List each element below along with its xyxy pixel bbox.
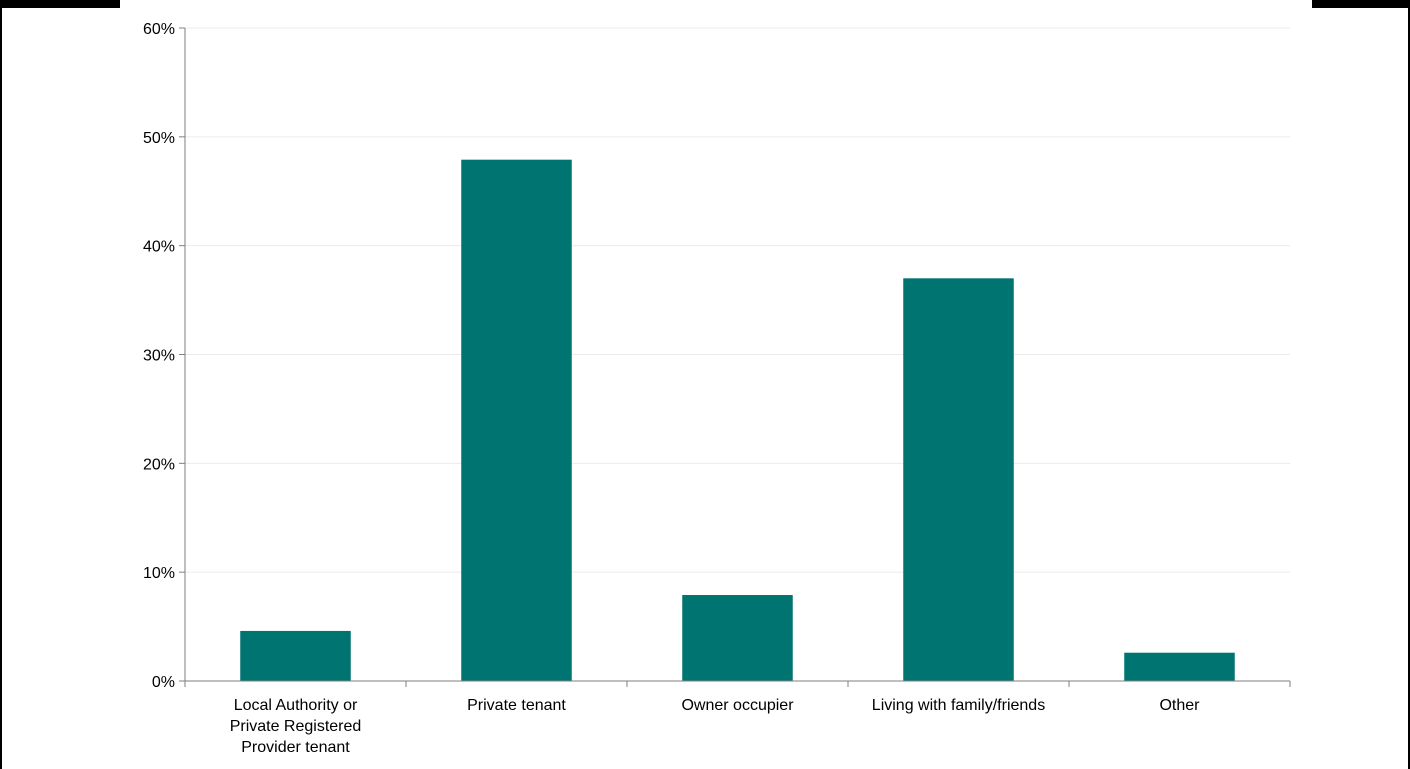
x-tick-label-line: Private Registered bbox=[230, 718, 362, 735]
right-border bbox=[1408, 0, 1410, 769]
top-border bbox=[0, 0, 1410, 8]
bar bbox=[240, 630, 351, 681]
y-tick-label: 60% bbox=[143, 21, 175, 38]
x-tick-labels: Local Authority or Private Registered Prov… bbox=[230, 697, 1200, 756]
bars bbox=[240, 159, 1235, 681]
x-tick-label-line: Owner occupier bbox=[681, 697, 794, 714]
x-tick-label: Other bbox=[1159, 697, 1200, 714]
y-tick-label: 50% bbox=[143, 130, 175, 147]
left-border bbox=[0, 0, 2, 769]
x-tick-label-line: Other bbox=[1159, 697, 1200, 714]
bar bbox=[1124, 652, 1235, 681]
x-tick-label: Private tenant bbox=[467, 697, 566, 714]
bar bbox=[461, 159, 572, 681]
bar bbox=[903, 278, 1014, 681]
y-tick-label: 40% bbox=[143, 239, 175, 256]
y-tick-label: 10% bbox=[143, 565, 175, 582]
y-tick-labels: 0% 10% 20% 30% 40% 50% 60% bbox=[143, 21, 175, 691]
y-tick-label: 20% bbox=[143, 456, 175, 473]
x-tick-label: Local Authority or Private Registered Prov… bbox=[230, 697, 362, 756]
gridlines bbox=[185, 27, 1290, 573]
y-tick-label: 0% bbox=[152, 674, 175, 691]
x-tick-label-line: Local Authority or bbox=[234, 697, 358, 714]
x-tick-label-line: Provider tenant bbox=[241, 739, 350, 756]
bar bbox=[682, 595, 793, 681]
axes bbox=[179, 27, 1291, 687]
x-tick-label-line: Private tenant bbox=[467, 697, 566, 714]
x-tick-label: Living with family/friends bbox=[872, 697, 1045, 714]
x-tick-label: Owner occupier bbox=[681, 697, 794, 714]
y-tick-label: 30% bbox=[143, 348, 175, 365]
x-tick-label-line: Living with family/friends bbox=[872, 697, 1045, 714]
